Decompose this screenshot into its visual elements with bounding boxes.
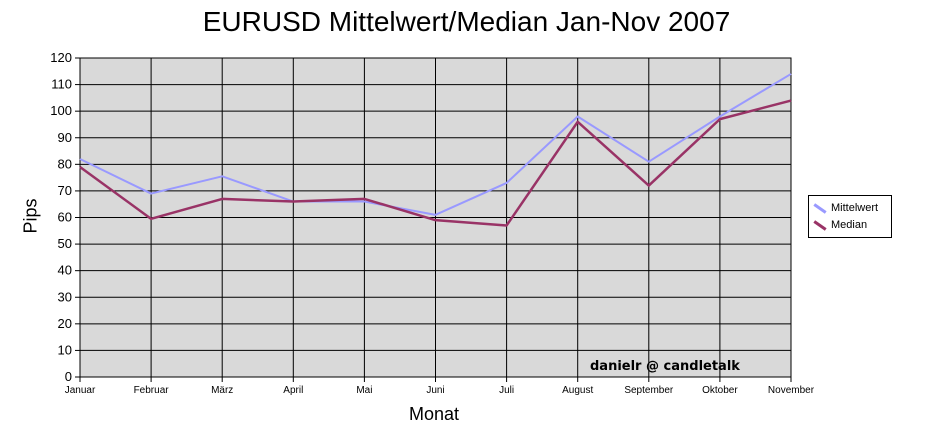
legend-item-median: Median [813,217,867,233]
x-tick-label: Juni [426,385,444,396]
y-tick-label: 0 [65,369,72,384]
y-tick-label: 80 [58,156,72,171]
legend-swatch-mittelwert [813,202,827,214]
y-tick-label: 30 [58,289,72,304]
y-tick-label: 10 [58,342,72,357]
x-tick-label: Januar [65,385,96,396]
x-tick-label: Mai [356,385,372,396]
x-tick-label: April [283,385,303,396]
x-tick-label: Oktober [702,385,738,396]
y-tick-label: 40 [58,263,72,278]
y-tick-label: 110 [51,77,72,92]
x-tick-label: Juli [499,385,514,396]
watermark-annotation: danielr @ candletalk [590,359,740,374]
x-tick-label: Februar [134,385,170,396]
y-tick-label: 70 [58,183,72,198]
x-tick-label: August [562,385,593,396]
y-tick-label: 120 [50,50,72,65]
x-tick-label: März [211,385,233,396]
y-tick-label: 60 [58,210,72,225]
x-axis-label: Monat [408,404,460,424]
legend-item-mittelwert: Mittelwert [813,200,878,216]
chart-title: EURUSD Mittelwert/Median Jan-Nov 2007 [202,6,731,37]
y-tick-label: 100 [50,103,72,118]
x-tick-label: November [768,385,815,396]
x-tick-label: September [624,385,674,396]
chart-legend: Mittelwert Median [808,195,892,238]
y-tick-label: 20 [58,316,72,331]
y-tick-label: 90 [58,130,72,145]
legend-swatch-median [813,219,827,231]
legend-label-mittelwert: Mittelwert [831,202,879,214]
y-tick-label: 50 [58,236,72,251]
legend-label-median: Median [831,219,868,231]
